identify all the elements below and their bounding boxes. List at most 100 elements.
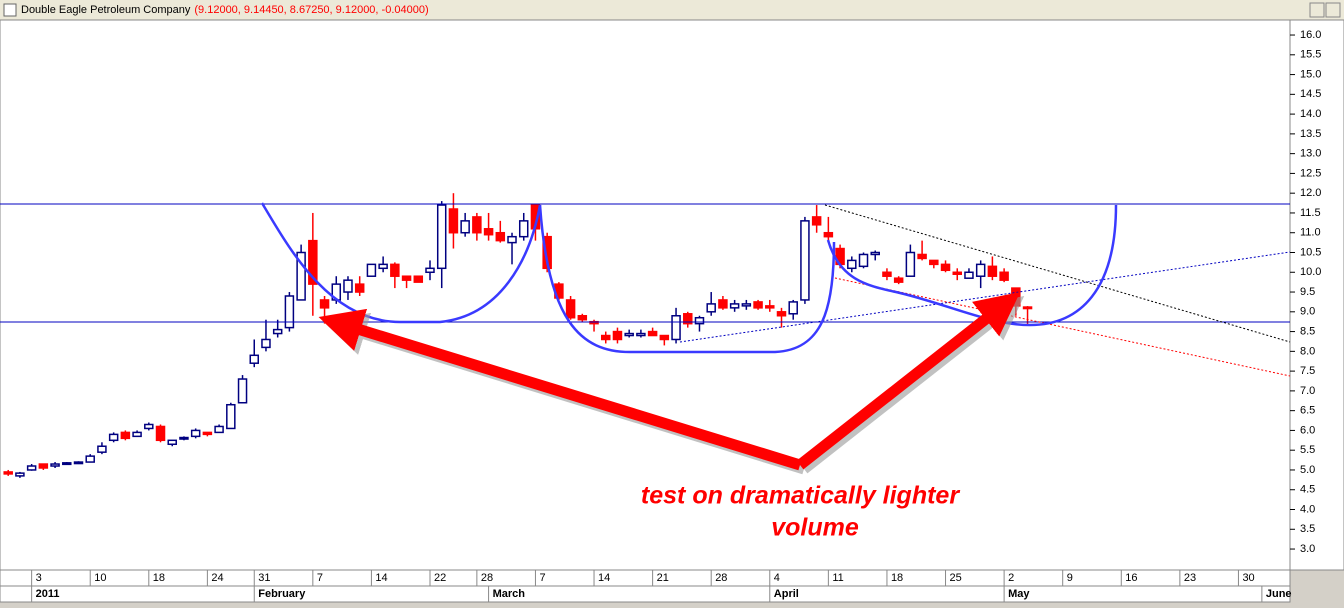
y-tick-label: 13.5	[1300, 128, 1321, 140]
cup-curve	[538, 204, 836, 354]
candle-body	[120, 431, 131, 440]
arrow-shadow	[800, 295, 1025, 474]
y-tick-label: 12.0	[1300, 187, 1321, 199]
candle-body	[73, 461, 84, 465]
x-tick-label: 18	[891, 572, 903, 584]
candle-body	[987, 265, 998, 277]
candles	[3, 193, 1033, 478]
arrow	[796, 291, 1021, 470]
candle-body	[436, 204, 447, 270]
x-tick-label: 11	[832, 572, 843, 584]
candle-body	[50, 463, 60, 467]
x-tick-label: 4	[774, 572, 780, 584]
candle-body	[472, 216, 482, 234]
y-tick-label: 4.5	[1300, 484, 1315, 496]
arrow	[318, 308, 802, 471]
candle-body	[753, 301, 763, 309]
candle-body	[858, 253, 869, 268]
candle-body	[144, 423, 154, 430]
x-tick-label: 23	[1184, 572, 1196, 584]
x-tick-label: 9	[1067, 572, 1073, 584]
candle-body	[565, 299, 576, 319]
candle-body	[108, 433, 119, 442]
annotation: volume	[771, 514, 859, 542]
y-tick-label: 6.0	[1300, 424, 1315, 436]
candle-body	[319, 299, 330, 309]
y-tick-label: 16.0	[1300, 29, 1321, 41]
month-label: March	[493, 588, 526, 600]
candle-body	[155, 425, 166, 442]
candle-body	[214, 425, 224, 434]
plot-area	[0, 19, 1291, 571]
month-label: February	[258, 588, 306, 600]
y-tick-label: 8.5	[1300, 325, 1315, 337]
candle-body	[507, 235, 517, 244]
y-tick-label: 3.0	[1300, 543, 1315, 555]
candle-body	[823, 231, 834, 238]
candle-body	[917, 253, 927, 260]
x-tick-label: 14	[375, 572, 387, 584]
candle-body	[378, 263, 388, 270]
candle-body	[882, 271, 892, 277]
candle-body	[518, 220, 529, 238]
title-values: (9.12000, 9.14450, 8.67250, 9.12000, -0.…	[194, 4, 428, 16]
candle-body	[694, 316, 705, 325]
title-name: Double Eagle Petroleum Company	[21, 4, 191, 16]
candle-body	[284, 295, 295, 329]
y-tick-label: 9.5	[1300, 286, 1315, 298]
x-tick-label: 31	[258, 572, 270, 584]
candle-body	[448, 208, 459, 234]
y-tick-label: 7.5	[1300, 365, 1315, 377]
y-tick-label: 10.5	[1300, 246, 1321, 258]
x-tick-label: 2	[1008, 572, 1014, 584]
candle-body	[636, 332, 646, 337]
candle-body	[612, 330, 623, 341]
candle-body	[296, 251, 306, 301]
y-axis-area	[1289, 19, 1344, 571]
candle-body	[706, 303, 716, 313]
candle-body	[62, 462, 72, 466]
candle-body	[683, 313, 693, 325]
window-icon	[3, 3, 17, 17]
candle-body	[624, 332, 634, 337]
month-label: April	[774, 588, 799, 600]
candle-body	[343, 279, 353, 293]
y-tick-label: 4.0	[1300, 503, 1315, 515]
x-tick-label: 22	[434, 572, 446, 584]
candle-body	[952, 271, 962, 275]
title-bar	[0, 0, 1344, 20]
maximize-button[interactable]	[1309, 2, 1325, 18]
candle-body	[940, 263, 951, 272]
x-tick-label: 21	[657, 572, 669, 584]
y-tick-label: 7.0	[1300, 385, 1315, 397]
month-label: May	[1008, 588, 1030, 600]
close-button[interactable]	[1325, 2, 1341, 18]
chart-title: Double Eagle Petroleum Company (9.12000, …	[21, 4, 429, 16]
candle-body	[741, 303, 752, 307]
candle-body	[226, 403, 236, 430]
x-tick-label: 14	[598, 572, 610, 584]
y-tick-label: 11.0	[1300, 227, 1321, 239]
y-tick-label: 5.0	[1300, 464, 1315, 476]
candle-body	[202, 431, 213, 436]
candle-body	[167, 439, 177, 446]
y-tick-label: 15.0	[1300, 68, 1321, 80]
candle-body	[413, 275, 424, 283]
candle-body	[776, 311, 787, 317]
candle-body	[999, 271, 1009, 281]
candle-body	[729, 303, 740, 309]
candle-body	[1022, 306, 1033, 310]
candle-body	[647, 330, 658, 337]
candle-body	[847, 259, 857, 270]
y-tick-label: 13.0	[1300, 148, 1321, 160]
x-tick-label: 24	[211, 572, 223, 584]
x-tick-label: 28	[481, 572, 493, 584]
x-tick-label: 10	[94, 572, 106, 584]
candle-body	[38, 463, 49, 469]
candle-body	[870, 251, 880, 256]
candle-body	[237, 378, 248, 404]
y-tick-label: 6.5	[1300, 405, 1315, 417]
candle-body	[483, 228, 494, 236]
candle-body	[26, 465, 37, 471]
